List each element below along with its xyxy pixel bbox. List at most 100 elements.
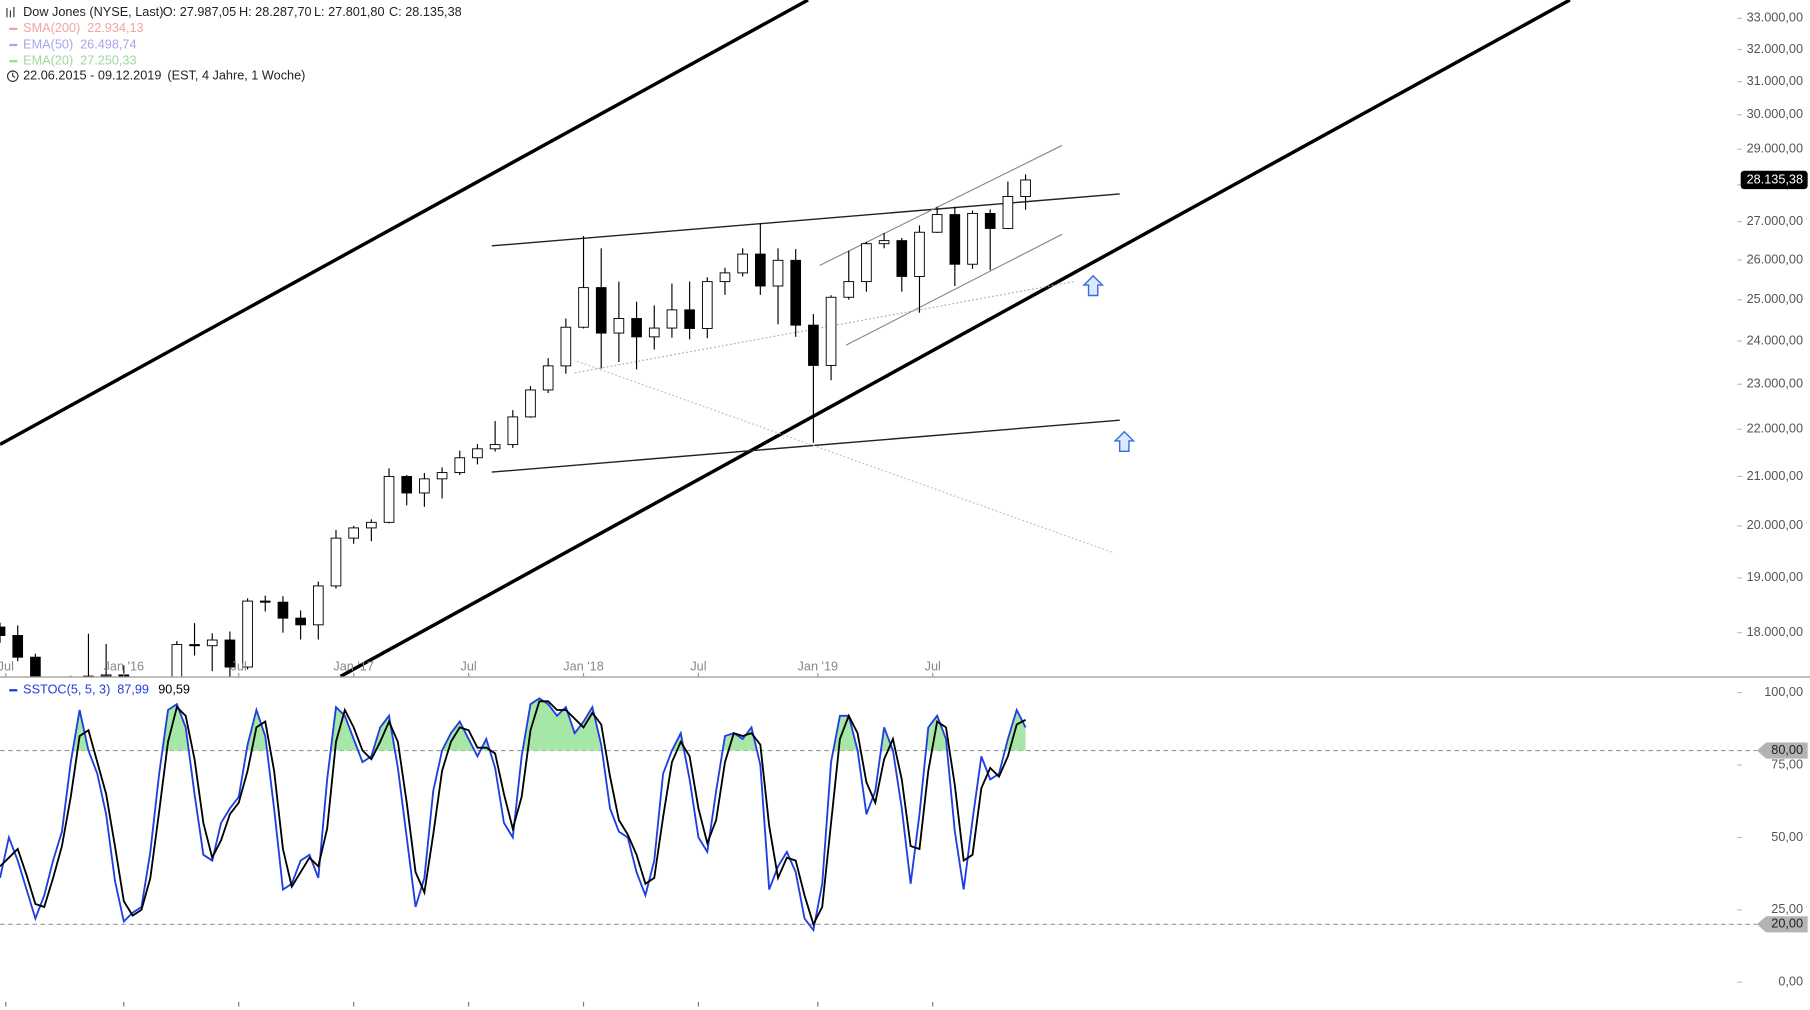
stoch-plot: [0, 697, 1738, 933]
x-tick-label: Jul: [925, 660, 941, 674]
candle-body: [666, 309, 678, 329]
x-tick-label: Jan '17: [333, 660, 374, 674]
candle-body: [648, 327, 660, 338]
stoch-title: SSTOC(5, 5, 3): [23, 683, 110, 697]
date-range: 22.06.2015 - 09.12.2019: [23, 69, 161, 83]
stoch-line: [0, 697, 1027, 933]
arrow-icon: [1082, 274, 1105, 297]
indicator-value: 26.498,74: [80, 37, 136, 51]
indicator-value: 22.934,13: [87, 21, 143, 35]
candle-body: [931, 214, 943, 233]
trendline: [339, 0, 1571, 678]
candle-body: [542, 365, 554, 391]
candle-body: [613, 318, 625, 334]
y-tick-label: 30.000,00: [1747, 107, 1803, 121]
candle-body: [525, 389, 536, 418]
candle-body: [595, 287, 607, 334]
trendline: [0, 0, 809, 446]
arrow-icon: [1113, 430, 1136, 453]
candle-body: [206, 639, 218, 647]
y-tick-label: 29.000,00: [1747, 142, 1803, 156]
candle-body: [737, 253, 748, 274]
y-tick-label: 50,00: [1771, 830, 1803, 844]
range-note: (EST, 4 Jahre, 1 Woche): [167, 69, 305, 83]
indicator-value: 27.250,33: [80, 54, 136, 68]
candle-body: [578, 287, 589, 328]
last-price-tag: [1740, 170, 1808, 190]
candle-body: [808, 324, 819, 366]
reference-label: 20,00: [1771, 917, 1803, 931]
candle-body: [861, 243, 872, 283]
clock-icon: [12, 72, 16, 78]
y-tick-label: 75,00: [1771, 757, 1803, 771]
candle-body: [277, 601, 289, 619]
candle-body: [755, 253, 766, 287]
indicator-name: EMA(50): [23, 37, 73, 51]
y-tick-label: 100,00: [1764, 685, 1803, 699]
candle-body: [489, 444, 501, 450]
trendlines: [0, 0, 1571, 678]
candle-body: [330, 537, 342, 587]
reference-tag: [1756, 916, 1808, 933]
candle-body: [259, 600, 271, 603]
y-tick-label: 18.000,00: [1747, 625, 1803, 639]
y-tick-label: 26.000,00: [1747, 252, 1803, 266]
y-tick-label: 31.000,00: [1747, 74, 1803, 88]
candle-body: [631, 318, 642, 338]
candle-body: [171, 644, 183, 677]
candle-body: [312, 585, 324, 626]
candle-body: [366, 521, 377, 529]
legend-value: 90,59: [158, 683, 190, 697]
overlay: Dow Jones (NYSE, Last) O: 27.987,05 H: 2…: [0, 5, 1808, 1007]
trendline: [819, 144, 1063, 267]
candle-body: [949, 214, 961, 265]
candle-body: [0, 626, 6, 636]
candle-body: [224, 639, 236, 668]
candle-body: [719, 272, 731, 283]
candle-body: [772, 259, 784, 287]
candle-body: [242, 600, 253, 668]
y-tick-label: 19.000,00: [1747, 570, 1803, 584]
candle-body: [984, 212, 996, 229]
indicator-name: SMA(200): [23, 21, 80, 35]
candle-body: [967, 212, 978, 265]
candle-body: [100, 674, 112, 677]
trendline: [491, 419, 1120, 473]
x-tick-label: Jan '19: [798, 660, 839, 674]
y-tick-label: 22.000,00: [1747, 422, 1803, 436]
chart-icon: [6, 6, 15, 18]
price-plot: [0, 174, 1031, 677]
reference-label: 80,00: [1771, 743, 1803, 757]
y-tick-label: 24.000,00: [1747, 333, 1803, 347]
candle-body: [507, 416, 519, 446]
ohlc-label: L: 27.801,80: [314, 5, 385, 19]
candle-body: [790, 259, 802, 326]
y-tick-label: 32.000,00: [1747, 42, 1803, 56]
x-tick-label: Jul: [231, 660, 247, 674]
trendline: [576, 360, 1115, 554]
candle-body: [30, 656, 41, 677]
legend-value: 87,99: [117, 683, 149, 697]
indicator-name: EMA(20): [23, 54, 73, 68]
chart-title: Dow Jones (NYSE, Last): [23, 5, 163, 19]
x-tick-label: Jul: [690, 660, 706, 674]
y-tick-label: 21.000,00: [1747, 469, 1803, 483]
y-tick-label: 25.000,00: [1747, 292, 1803, 306]
trendline: [491, 193, 1120, 247]
candle-body: [472, 448, 483, 459]
candle-body: [12, 635, 24, 658]
ohlc-label: O: 27.987,05: [163, 5, 236, 19]
clock-icon: [6, 70, 19, 82]
candle-body: [560, 326, 572, 367]
candle-body: [825, 296, 837, 366]
candle-body: [1020, 179, 1031, 197]
candle-body: [401, 475, 413, 494]
y-tick-label: 33.000,00: [1747, 11, 1803, 25]
candle-body: [419, 478, 430, 494]
candle-body: [295, 617, 306, 626]
candle-body: [383, 475, 395, 523]
y-tick-label: 23.000,00: [1747, 377, 1803, 391]
candle-body: [878, 240, 890, 245]
y-tick-label: 20.000,00: [1747, 518, 1803, 532]
